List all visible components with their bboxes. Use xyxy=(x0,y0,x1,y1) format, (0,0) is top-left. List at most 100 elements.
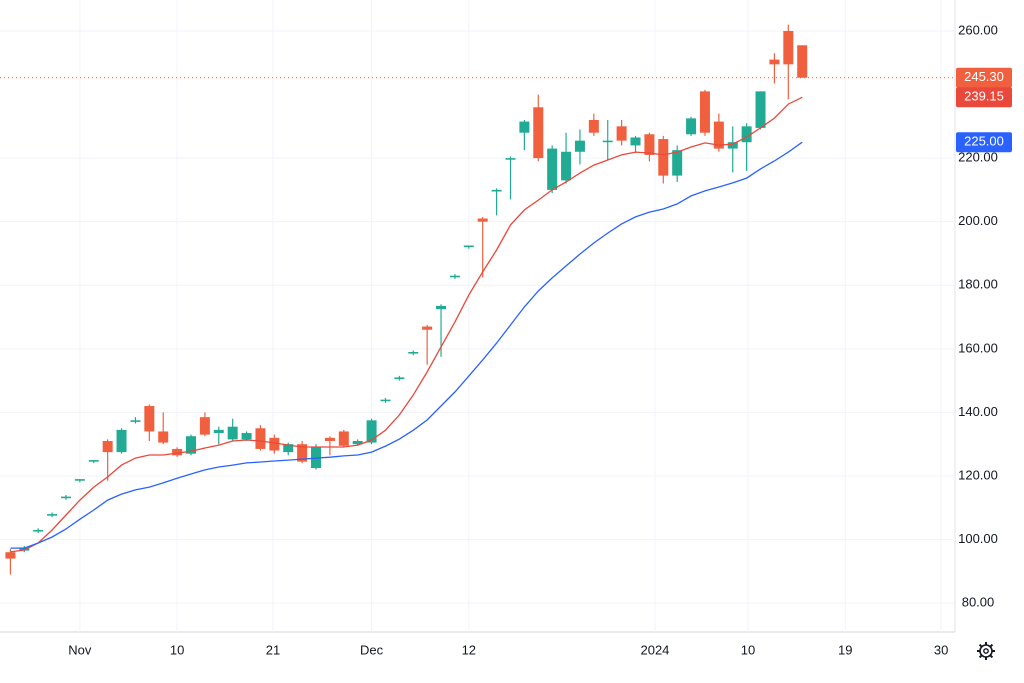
settings-icon[interactable] xyxy=(977,642,995,660)
candle xyxy=(449,274,460,279)
candle-body xyxy=(227,426,238,440)
candle xyxy=(561,132,572,184)
candle xyxy=(616,119,627,146)
x-tick-label: 10 xyxy=(170,642,184,657)
candle xyxy=(144,404,155,441)
candle-body xyxy=(630,137,641,146)
candle xyxy=(60,495,71,500)
candle-body xyxy=(158,431,169,443)
candle-body xyxy=(324,437,335,441)
candle-body xyxy=(727,142,738,149)
candle-body xyxy=(672,150,683,176)
candle-body xyxy=(741,126,752,143)
x-tick-label: 21 xyxy=(266,642,280,657)
candle xyxy=(394,375,405,381)
candle xyxy=(699,89,710,136)
candle xyxy=(88,460,99,464)
y-tick-label: 220.00 xyxy=(958,150,998,165)
candle-body xyxy=(186,436,196,454)
candle xyxy=(255,425,266,451)
candle-body xyxy=(144,406,155,432)
candle-body xyxy=(352,440,363,445)
candle-body xyxy=(436,305,447,310)
candle xyxy=(102,439,113,481)
candle-body xyxy=(797,45,808,78)
candle xyxy=(644,132,655,162)
x-tick-label: 19 xyxy=(838,642,852,657)
candle xyxy=(783,24,794,100)
candle xyxy=(630,135,641,152)
candle-body xyxy=(477,218,488,222)
candle-body xyxy=(561,151,572,181)
candle xyxy=(477,216,488,278)
candle xyxy=(324,436,335,456)
candle xyxy=(422,324,433,365)
candle-body xyxy=(130,420,141,422)
candle xyxy=(5,549,16,575)
candle xyxy=(769,53,780,84)
candle-body xyxy=(60,496,71,499)
candle-body xyxy=(255,428,266,449)
candle-body xyxy=(602,140,613,143)
candle xyxy=(533,94,544,162)
x-tick-label: 12 xyxy=(462,642,476,657)
gear-teeth xyxy=(977,642,995,660)
y-tick-label: 160.00 xyxy=(958,340,998,355)
candle-body xyxy=(269,437,280,451)
price-tag-label: 239.15 xyxy=(964,89,1004,104)
candle-body xyxy=(505,158,516,160)
price-tag-label: 245.30 xyxy=(964,69,1004,84)
candle xyxy=(47,512,58,518)
candle xyxy=(380,398,391,403)
candle-body xyxy=(491,189,502,192)
candle-body xyxy=(699,91,710,133)
price-tag xyxy=(956,87,1012,108)
candle-body xyxy=(102,440,113,453)
candle-body xyxy=(533,107,544,159)
candle-body xyxy=(658,139,669,176)
candle-body xyxy=(366,420,377,443)
moving-average-line xyxy=(10,96,803,553)
y-tick-label: 120.00 xyxy=(958,467,998,482)
candle-body xyxy=(47,514,58,516)
candle-body xyxy=(199,417,210,435)
y-tick-label: 260.00 xyxy=(958,22,998,37)
candle xyxy=(727,126,738,173)
candle-body xyxy=(422,326,433,330)
candle-body xyxy=(283,444,294,453)
candle xyxy=(602,119,613,160)
candle-body xyxy=(74,479,85,481)
candle-body xyxy=(297,444,308,462)
candle xyxy=(227,418,238,441)
candle-body xyxy=(5,552,16,559)
candle xyxy=(408,350,419,356)
x-tick-label: Nov xyxy=(68,642,92,657)
grid xyxy=(0,0,955,632)
candle xyxy=(213,426,224,445)
candle xyxy=(797,45,808,78)
candle xyxy=(130,417,141,424)
y-tick-label: 80.00 xyxy=(962,595,995,610)
y-tick-label: 180.00 xyxy=(958,277,998,292)
candle-body xyxy=(172,448,183,456)
candle-body xyxy=(686,118,697,135)
candle-body xyxy=(33,529,44,532)
x-tick-label: 10 xyxy=(741,642,755,657)
candle-body xyxy=(213,429,224,434)
candle-body xyxy=(241,433,252,440)
candle-body xyxy=(755,91,766,128)
x-tick-label: 2024 xyxy=(640,642,669,657)
candle xyxy=(311,444,322,470)
price-tag xyxy=(956,67,1012,88)
candle xyxy=(658,135,669,184)
candle-body xyxy=(463,245,474,248)
candle-body xyxy=(616,126,627,141)
candle xyxy=(491,188,502,216)
candle xyxy=(574,129,585,165)
candle-body xyxy=(574,140,585,152)
candle xyxy=(74,479,85,483)
y-tick-label: 200.00 xyxy=(958,213,998,228)
candle xyxy=(158,412,169,445)
